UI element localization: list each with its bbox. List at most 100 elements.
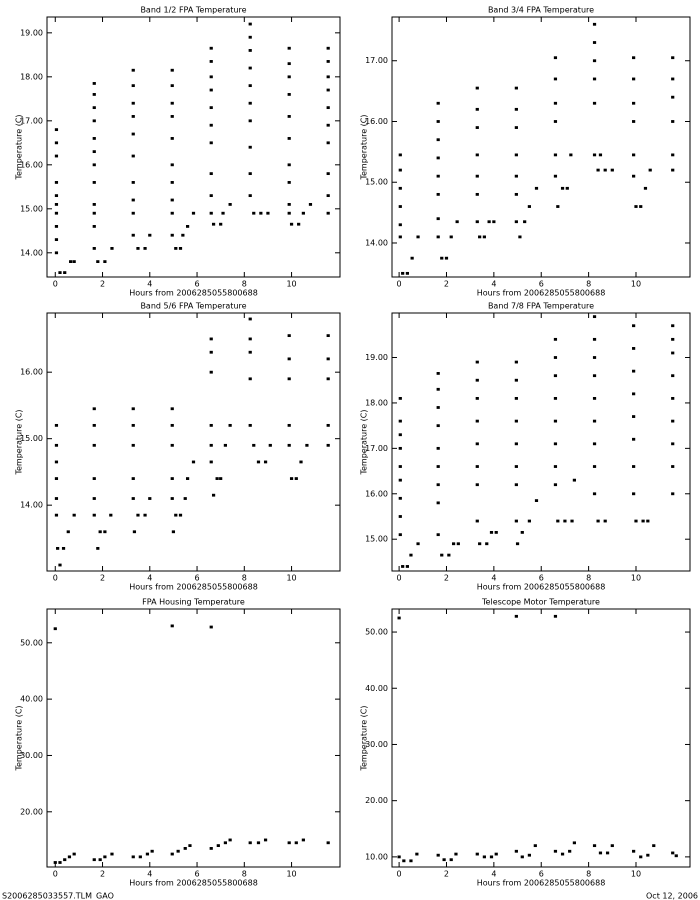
- data-point: [92, 443, 96, 447]
- data-point: [53, 627, 57, 631]
- data-point: [54, 141, 59, 145]
- data-point: [475, 852, 479, 856]
- data-point: [209, 75, 213, 79]
- data-point: [632, 101, 636, 105]
- data-point: [489, 530, 494, 534]
- data-point: [410, 256, 414, 260]
- data-point: [289, 222, 294, 226]
- x-axis-label: Hours from 2006285055800688: [477, 879, 606, 888]
- data-point: [143, 513, 147, 517]
- data-point: [185, 225, 190, 228]
- data-point: [475, 396, 479, 400]
- data-point: [54, 251, 59, 255]
- data-point: [632, 324, 636, 328]
- data-point: [58, 563, 62, 567]
- data-point: [553, 396, 558, 400]
- data-point: [67, 855, 72, 859]
- chart-title: Band 3/4 FPA Temperature: [488, 6, 594, 15]
- data-point: [436, 174, 440, 178]
- data-point: [553, 101, 558, 105]
- data-point: [440, 256, 444, 260]
- data-point: [592, 315, 597, 319]
- data-point: [671, 95, 675, 99]
- data-point: [572, 478, 577, 482]
- data-point: [326, 423, 330, 427]
- data-point: [228, 203, 232, 206]
- data-point: [527, 853, 531, 857]
- y-axis-label: Temperature (C): [15, 409, 24, 475]
- data-point: [256, 460, 261, 464]
- data-point: [248, 841, 252, 845]
- data-point: [92, 247, 96, 250]
- data-point: [475, 126, 479, 129]
- data-point: [520, 855, 524, 859]
- data-point: [287, 423, 291, 427]
- data-point: [553, 77, 558, 81]
- data-point: [523, 220, 527, 224]
- data-point: [138, 855, 142, 859]
- x-tick-label: 8: [586, 870, 591, 879]
- x-tick-label: 10: [631, 574, 641, 583]
- data-point: [485, 542, 489, 546]
- data-point: [671, 324, 675, 328]
- data-point: [398, 223, 402, 227]
- data-point: [223, 443, 227, 447]
- data-point: [592, 396, 597, 400]
- data-point: [96, 546, 100, 550]
- data-point: [185, 477, 190, 480]
- data-point: [131, 233, 135, 237]
- data-point: [216, 844, 220, 847]
- data-point: [170, 423, 174, 427]
- y-tick-label: 15.00: [365, 178, 388, 187]
- data-point: [209, 60, 213, 63]
- data-point: [598, 851, 603, 855]
- x-tick-label: 0: [397, 870, 402, 879]
- data-point: [54, 225, 59, 228]
- data-point: [596, 519, 600, 523]
- y-axis-label: Temperature (C): [360, 409, 369, 475]
- data-point: [514, 174, 518, 178]
- data-point: [132, 530, 137, 534]
- data-point: [54, 181, 59, 184]
- data-point: [215, 477, 219, 480]
- chart-title: Band 7/8 FPA Temperature: [488, 302, 594, 311]
- data-point: [294, 841, 298, 845]
- data-point: [475, 107, 479, 111]
- data-point: [639, 205, 643, 208]
- x-tick-label: 10: [286, 280, 296, 289]
- data-point: [259, 211, 263, 215]
- data-point: [228, 838, 232, 842]
- data-point: [287, 75, 291, 79]
- data-point: [603, 168, 607, 172]
- data-point: [671, 56, 675, 60]
- x-tick-label: 0: [397, 280, 402, 289]
- data-point: [553, 356, 558, 359]
- data-point: [98, 858, 102, 862]
- data-point: [632, 120, 636, 123]
- plot-frame: [391, 312, 691, 572]
- plot-frame: [46, 312, 341, 572]
- y-tick-label: 40.00: [365, 684, 388, 693]
- data-point: [228, 423, 232, 427]
- data-point: [287, 841, 291, 845]
- data-point: [294, 477, 298, 480]
- data-point: [326, 443, 330, 447]
- data-point: [183, 847, 187, 850]
- data-point: [436, 465, 440, 468]
- data-point: [287, 93, 291, 96]
- data-point: [131, 132, 135, 136]
- data-point: [398, 235, 402, 239]
- data-point: [170, 101, 174, 105]
- data-point: [634, 519, 638, 523]
- data-point: [652, 844, 656, 848]
- data-point: [482, 855, 486, 859]
- data-point: [553, 483, 558, 487]
- data-point: [110, 247, 114, 250]
- x-tick-label: 6: [539, 574, 544, 583]
- data-point: [592, 22, 597, 26]
- y-tick-label: 40.00: [20, 695, 43, 704]
- y-tick-label: 20.00: [365, 796, 388, 805]
- x-axis-label: Hours from 2006285055800688: [477, 583, 606, 592]
- data-point: [209, 337, 213, 341]
